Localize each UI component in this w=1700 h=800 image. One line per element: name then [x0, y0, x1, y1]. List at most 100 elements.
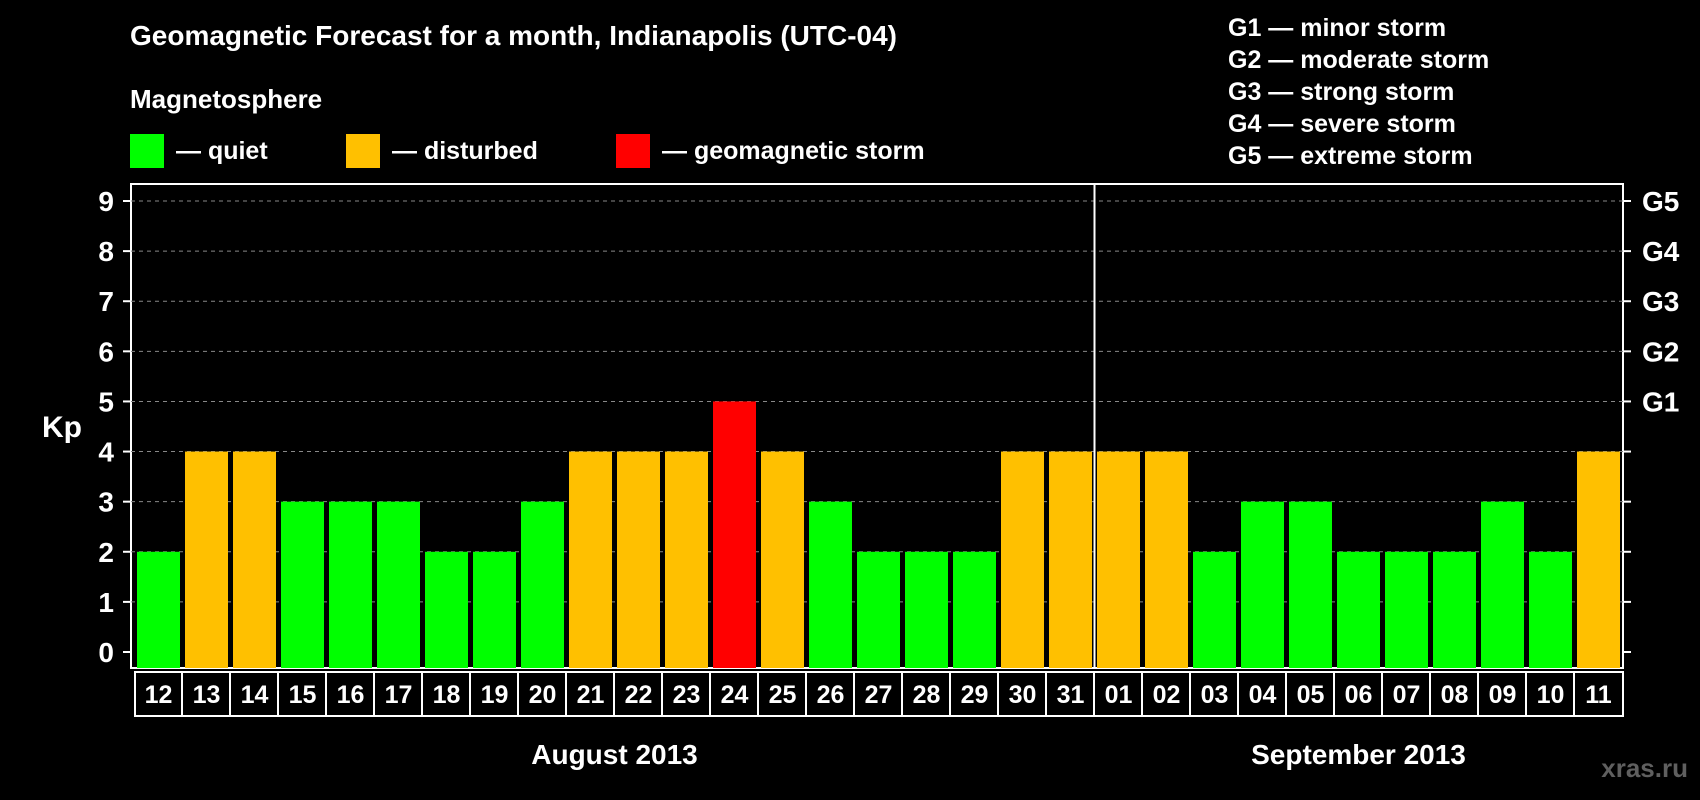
month-label: August 2013 — [531, 739, 698, 770]
bar — [1481, 501, 1524, 668]
bar — [1337, 551, 1380, 668]
legend-label-disturbed: — disturbed — [392, 136, 538, 165]
g-scale-item-g2: G2 — moderate storm — [1228, 46, 1490, 74]
bar — [1433, 551, 1476, 668]
legend-item-disturbed: — disturbed — [346, 134, 538, 168]
day-label: 04 — [1249, 681, 1277, 709]
day-label: 02 — [1153, 681, 1181, 709]
g-level-label: G5 — [1642, 186, 1679, 217]
g-scale-item-g3: G3 — strong storm — [1228, 78, 1455, 106]
day-label: 24 — [721, 681, 749, 709]
bar — [1529, 551, 1572, 668]
y-tick-label: 4 — [98, 437, 114, 468]
day-label: 14 — [241, 681, 269, 709]
chart-title: Geomagnetic Forecast for a month, Indian… — [130, 20, 897, 51]
y-tick-label: 7 — [98, 286, 114, 317]
day-label: 06 — [1345, 681, 1373, 709]
month-label: September 2013 — [1251, 739, 1466, 770]
bar — [281, 501, 324, 668]
day-label: 16 — [337, 681, 365, 709]
legend-item-storm: — geomagnetic storm — [616, 134, 925, 168]
y-tick-label: 6 — [98, 336, 114, 367]
bar — [1241, 501, 1284, 668]
legend-item-quiet: — quiet — [130, 134, 268, 168]
day-label: 11 — [1585, 681, 1612, 709]
bar — [1097, 451, 1140, 668]
y-tick-label: 0 — [98, 637, 114, 668]
bar — [1577, 451, 1620, 668]
g-scale-item-g5: G5 — extreme storm — [1228, 142, 1473, 170]
bar — [137, 551, 180, 668]
bar — [905, 551, 948, 668]
day-label: 09 — [1489, 681, 1517, 709]
day-label: 21 — [577, 681, 605, 709]
day-label: 25 — [769, 681, 797, 709]
bar — [1001, 451, 1044, 668]
y-tick-label: 2 — [98, 537, 114, 568]
day-label: 17 — [385, 681, 413, 709]
bar — [761, 451, 804, 668]
day-label: 13 — [193, 681, 221, 709]
bar — [953, 551, 996, 668]
legend-label-storm: — geomagnetic storm — [662, 136, 925, 165]
g-level-label: G2 — [1642, 336, 1679, 367]
y-tick-label: 8 — [98, 236, 114, 267]
day-label: 23 — [673, 681, 701, 709]
g-level-label: G3 — [1642, 286, 1679, 317]
storm-swatch — [616, 134, 650, 168]
day-label: 10 — [1537, 681, 1565, 709]
bar — [473, 551, 516, 668]
bar — [1049, 451, 1092, 668]
day-label: 08 — [1441, 681, 1469, 709]
bar — [569, 451, 612, 668]
watermark: xras.ru — [1601, 753, 1688, 783]
bar — [713, 401, 756, 668]
day-label: 27 — [865, 681, 893, 709]
y-tick-label: 3 — [98, 487, 114, 518]
day-label: 20 — [529, 681, 557, 709]
bar — [329, 501, 372, 668]
y-axis-label: Kp — [42, 411, 82, 444]
day-label: 30 — [1009, 681, 1037, 709]
legend-title: Magnetosphere — [130, 84, 323, 114]
bar — [233, 451, 276, 668]
day-label: 12 — [145, 681, 173, 709]
day-label: 18 — [433, 681, 461, 709]
disturbed-swatch — [346, 134, 380, 168]
g-scale-item-g4: G4 — severe storm — [1228, 110, 1456, 138]
g-level-label: G1 — [1642, 386, 1679, 417]
bar — [665, 451, 708, 668]
bar — [521, 501, 564, 668]
bar — [809, 501, 852, 668]
bar — [1289, 501, 1332, 668]
bar — [425, 551, 468, 668]
bar — [857, 551, 900, 668]
y-tick-label: 1 — [98, 587, 114, 618]
day-label: 31 — [1057, 681, 1085, 709]
bar — [1385, 551, 1428, 668]
day-label: 15 — [289, 681, 317, 709]
day-label: 29 — [961, 681, 989, 709]
g-level-label: G4 — [1642, 236, 1680, 267]
day-label: 22 — [625, 681, 653, 709]
day-label: 26 — [817, 681, 845, 709]
legend-label-quiet: — quiet — [176, 136, 268, 165]
day-label: 05 — [1297, 681, 1325, 709]
day-label: 19 — [481, 681, 509, 709]
y-tick-label: 5 — [98, 386, 114, 417]
quiet-swatch — [130, 134, 164, 168]
bar — [377, 501, 420, 668]
g-scale-legend: G1 — minor storm G2 — moderate storm G3 … — [1228, 12, 1489, 172]
day-label: 01 — [1105, 681, 1133, 709]
day-label: 07 — [1393, 681, 1421, 709]
day-label-frame — [134, 671, 1624, 717]
g-scale-item-g1: G1 — minor storm — [1228, 14, 1447, 42]
day-label: 28 — [913, 681, 941, 709]
bar — [1145, 451, 1188, 668]
bar — [185, 451, 228, 668]
day-label: 03 — [1201, 681, 1229, 709]
bar — [1193, 551, 1236, 668]
bar — [617, 451, 660, 668]
y-tick-label: 9 — [98, 186, 114, 217]
